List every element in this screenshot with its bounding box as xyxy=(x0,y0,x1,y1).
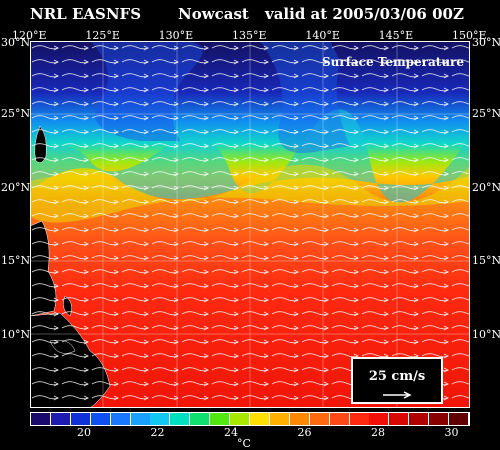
colorbar-swatch xyxy=(210,413,231,425)
colorbar-tick-label: 22 xyxy=(150,426,165,439)
colorbar-swatch xyxy=(429,413,450,425)
colorbar-tick-label: 24 xyxy=(224,426,238,439)
header-source: NRL EASNFS xyxy=(30,5,142,23)
colorbar-tick-label: 26 xyxy=(297,426,312,439)
temperature-colorbar xyxy=(30,412,470,426)
lon-label: 140°E xyxy=(305,29,340,42)
lat-label-left: 30°N xyxy=(1,36,31,49)
colorbar-swatch xyxy=(349,413,370,425)
colorbar-swatch xyxy=(150,413,171,425)
colorbar-swatch xyxy=(309,413,330,425)
colorbar-unit: °C xyxy=(237,437,251,450)
colorbar-swatch xyxy=(250,413,270,425)
lat-label-left: 10°N xyxy=(1,327,31,341)
colorbar-swatch xyxy=(269,413,290,425)
lat-label-left: 20°N xyxy=(1,180,31,194)
lat-label-left: 25°N xyxy=(1,107,31,121)
sst-map xyxy=(30,41,470,408)
colorbar-swatch xyxy=(50,413,71,425)
lat-label-right: 30°N xyxy=(472,36,500,49)
colorbar-swatch xyxy=(449,413,470,425)
colorbar-swatch xyxy=(170,413,191,425)
colorbar-swatch xyxy=(369,413,390,425)
lat-label-right: 20°N xyxy=(472,180,500,194)
lat-label-left: 15°N xyxy=(1,254,31,268)
vector-scale-legend: 25 cm/s xyxy=(351,357,443,404)
lon-label: 145°E xyxy=(378,29,414,42)
colorbar-swatch xyxy=(409,413,430,425)
colorbar-swatch xyxy=(329,413,350,425)
colorbar-swatch xyxy=(110,413,131,425)
colorbar-tick-label: 30 xyxy=(444,426,459,439)
colorbar-swatch xyxy=(230,413,251,425)
lat-label-right: 25°N xyxy=(472,107,500,121)
vector-scale-label: 25 cm/s xyxy=(368,369,426,384)
colorbar-swatch xyxy=(90,413,111,425)
colorbar-swatch xyxy=(389,413,410,425)
colorbar-swatch xyxy=(70,413,91,425)
field-label: Surface Temperature xyxy=(322,55,465,69)
header-valid: valid at 2005/03/06 00Z xyxy=(265,5,464,23)
colorbar-tick-label: 28 xyxy=(371,426,385,439)
lon-label: 130°E xyxy=(158,29,194,42)
header-product: Nowcast xyxy=(178,5,249,23)
colorbar-swatch xyxy=(190,413,211,425)
lon-label: 135°E xyxy=(232,29,267,42)
colorbar-swatch xyxy=(31,413,51,425)
colorbar-swatch xyxy=(130,413,151,425)
lon-label: 125°E xyxy=(85,29,120,42)
lat-label-right: 15°N xyxy=(472,254,500,268)
lon-label: 150°E xyxy=(452,29,487,42)
lon-label: 120°E xyxy=(12,29,47,42)
colorbar-tick-label: 20 xyxy=(77,426,91,439)
colorbar-swatch xyxy=(289,413,310,425)
lat-label-right: 10°N xyxy=(472,327,500,341)
scale-arrow-icon xyxy=(383,391,412,399)
